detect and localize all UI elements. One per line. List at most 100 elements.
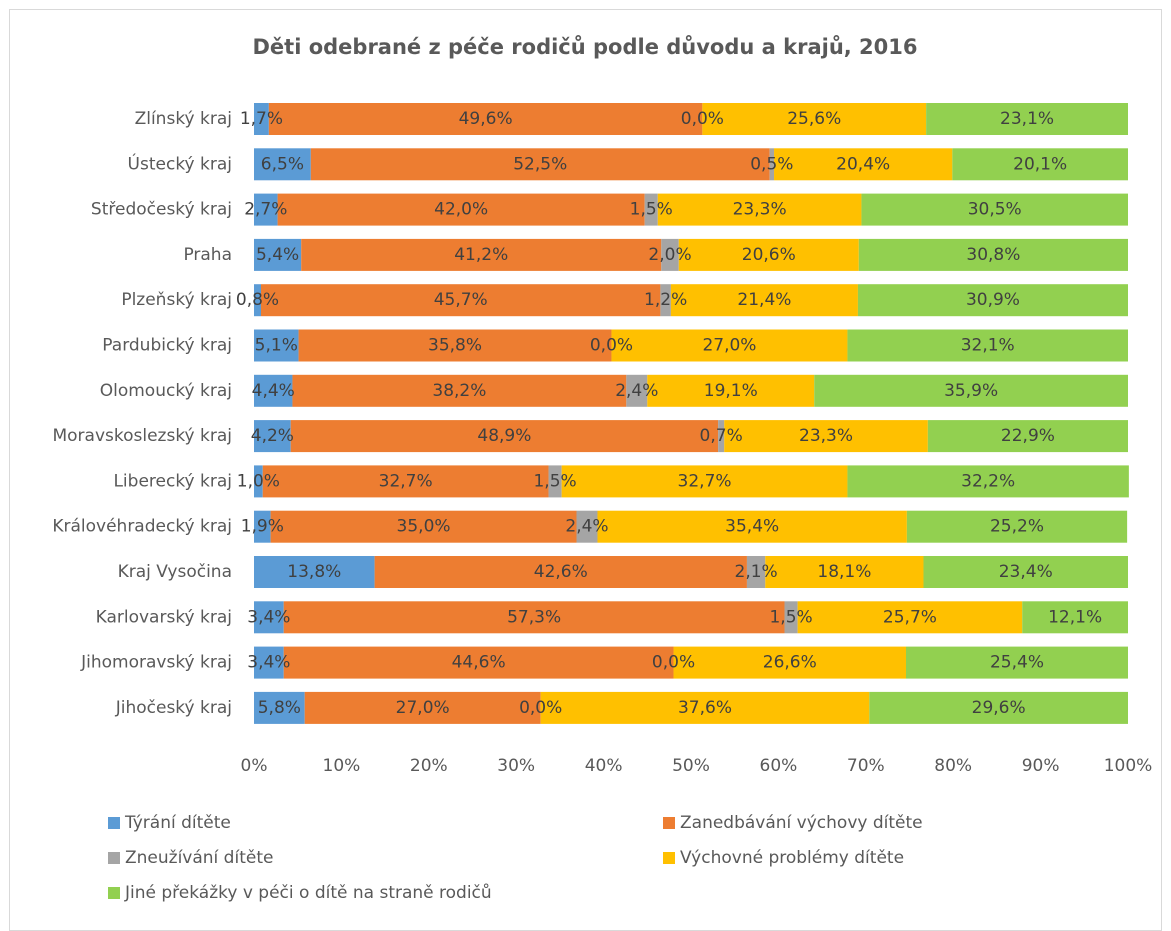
bar-segment [647, 374, 815, 407]
bar-segment [661, 238, 679, 271]
data-label: 30,5% [968, 200, 1022, 220]
y-tick-label: Liberecký kraj [113, 471, 232, 491]
bar-segment [673, 646, 907, 679]
bar-segment [847, 329, 1128, 362]
data-label: 5,1% [255, 336, 298, 356]
bar-segment [298, 329, 612, 362]
data-label: 27,0% [702, 336, 756, 356]
x-tick-label: 30% [497, 756, 535, 776]
data-label: 35,4% [725, 517, 779, 537]
data-label: 32,1% [961, 336, 1015, 356]
data-label: 44,6% [452, 653, 506, 673]
x-tick-label: 90% [1022, 756, 1060, 776]
bar-segment [670, 284, 858, 317]
bar-segment [254, 691, 305, 724]
legend-swatch [663, 852, 675, 864]
bar-segment [774, 148, 953, 181]
bar-segment [626, 374, 648, 407]
data-label: 0,7% [700, 426, 743, 446]
data-label: 23,1% [1000, 109, 1054, 129]
bar-segment [858, 238, 1128, 271]
data-label: 3,4% [247, 653, 290, 673]
bar-segment [746, 556, 766, 588]
legend-swatch [663, 817, 675, 829]
y-tick-label: Plzeňský kraj [121, 290, 232, 310]
bar-segment [254, 556, 375, 588]
data-label: 21,4% [737, 290, 791, 310]
bar-segment [254, 465, 263, 498]
bar-segment [270, 510, 577, 543]
x-tick-label: 20% [410, 756, 448, 776]
bar-segment [718, 420, 725, 453]
bar-segment [906, 646, 1128, 679]
data-label: 57,3% [507, 607, 561, 627]
data-label: 25,2% [990, 517, 1044, 537]
x-tick-label: 0% [241, 756, 268, 776]
data-label: 25,7% [883, 607, 937, 627]
data-label: 20,1% [1013, 154, 1067, 174]
legend-label: Výchovné problémy dítěte [680, 848, 904, 868]
data-label: 20,4% [836, 154, 890, 174]
data-label: 42,0% [434, 200, 488, 220]
bar-segment [292, 374, 627, 407]
data-label: 3,4% [247, 607, 290, 627]
data-label: 12,1% [1048, 607, 1102, 627]
bar-segment [310, 148, 770, 181]
data-label: 23,4% [999, 562, 1053, 582]
data-label: 42,6% [534, 562, 588, 582]
y-tick-label: Pardubický kraj [102, 336, 232, 356]
data-label: 0,0% [590, 336, 633, 356]
data-label: 45,7% [434, 290, 488, 310]
bar-segment [702, 103, 927, 135]
data-label: 4,2% [251, 426, 294, 446]
x-tick-label: 40% [585, 756, 623, 776]
data-label: 2,4% [615, 381, 658, 401]
data-label: 30,8% [966, 245, 1020, 265]
data-label: 2,4% [565, 517, 608, 537]
bar-segment [260, 284, 661, 317]
y-tick-label: Zlínský kraj [135, 109, 232, 129]
data-label: 23,3% [799, 426, 853, 446]
data-label: 0,0% [681, 109, 724, 129]
data-label: 37,6% [678, 698, 732, 718]
bar-segment [906, 510, 1128, 543]
x-tick-label: 50% [672, 756, 710, 776]
data-label: 25,4% [990, 653, 1044, 673]
data-label: 0,0% [519, 698, 562, 718]
bar-segment [857, 284, 1128, 317]
bar-segment [254, 374, 293, 407]
bar-segment [268, 103, 703, 135]
data-label: 52,5% [513, 154, 567, 174]
bar-segment [254, 329, 299, 362]
data-label: 35,0% [397, 517, 451, 537]
data-label: 23,3% [733, 200, 787, 220]
legend-label: Zneužívání dítěte [125, 848, 273, 868]
bar-segment [1022, 601, 1128, 634]
legend-swatch [108, 817, 120, 829]
data-label: 1,5% [769, 607, 812, 627]
bar-segment [254, 103, 269, 135]
bar-segment [304, 691, 541, 724]
y-tick-label: Jihomoravský kraj [80, 653, 232, 673]
bar-segment [869, 691, 1128, 724]
data-label: 32,2% [961, 471, 1015, 491]
bar-segment [644, 193, 658, 226]
bar-segment [262, 465, 549, 498]
bar-segment [561, 465, 848, 498]
x-tick-label: 70% [847, 756, 885, 776]
bar-segment [254, 193, 278, 226]
data-label: 20,6% [742, 245, 796, 265]
bar-segment [611, 329, 848, 362]
y-tick-label: Středočeský kraj [91, 200, 232, 220]
data-label: 1,7% [240, 109, 283, 129]
data-label: 41,2% [454, 245, 508, 265]
x-tick-label: 60% [760, 756, 798, 776]
bar-segment [277, 193, 645, 226]
legend-label: Jiné překážky v péči o dítě na straně ro… [124, 883, 492, 903]
bar-segment [548, 465, 562, 498]
data-label: 1,5% [630, 200, 673, 220]
data-label: 1,9% [241, 517, 284, 537]
bar-segment [254, 646, 284, 679]
